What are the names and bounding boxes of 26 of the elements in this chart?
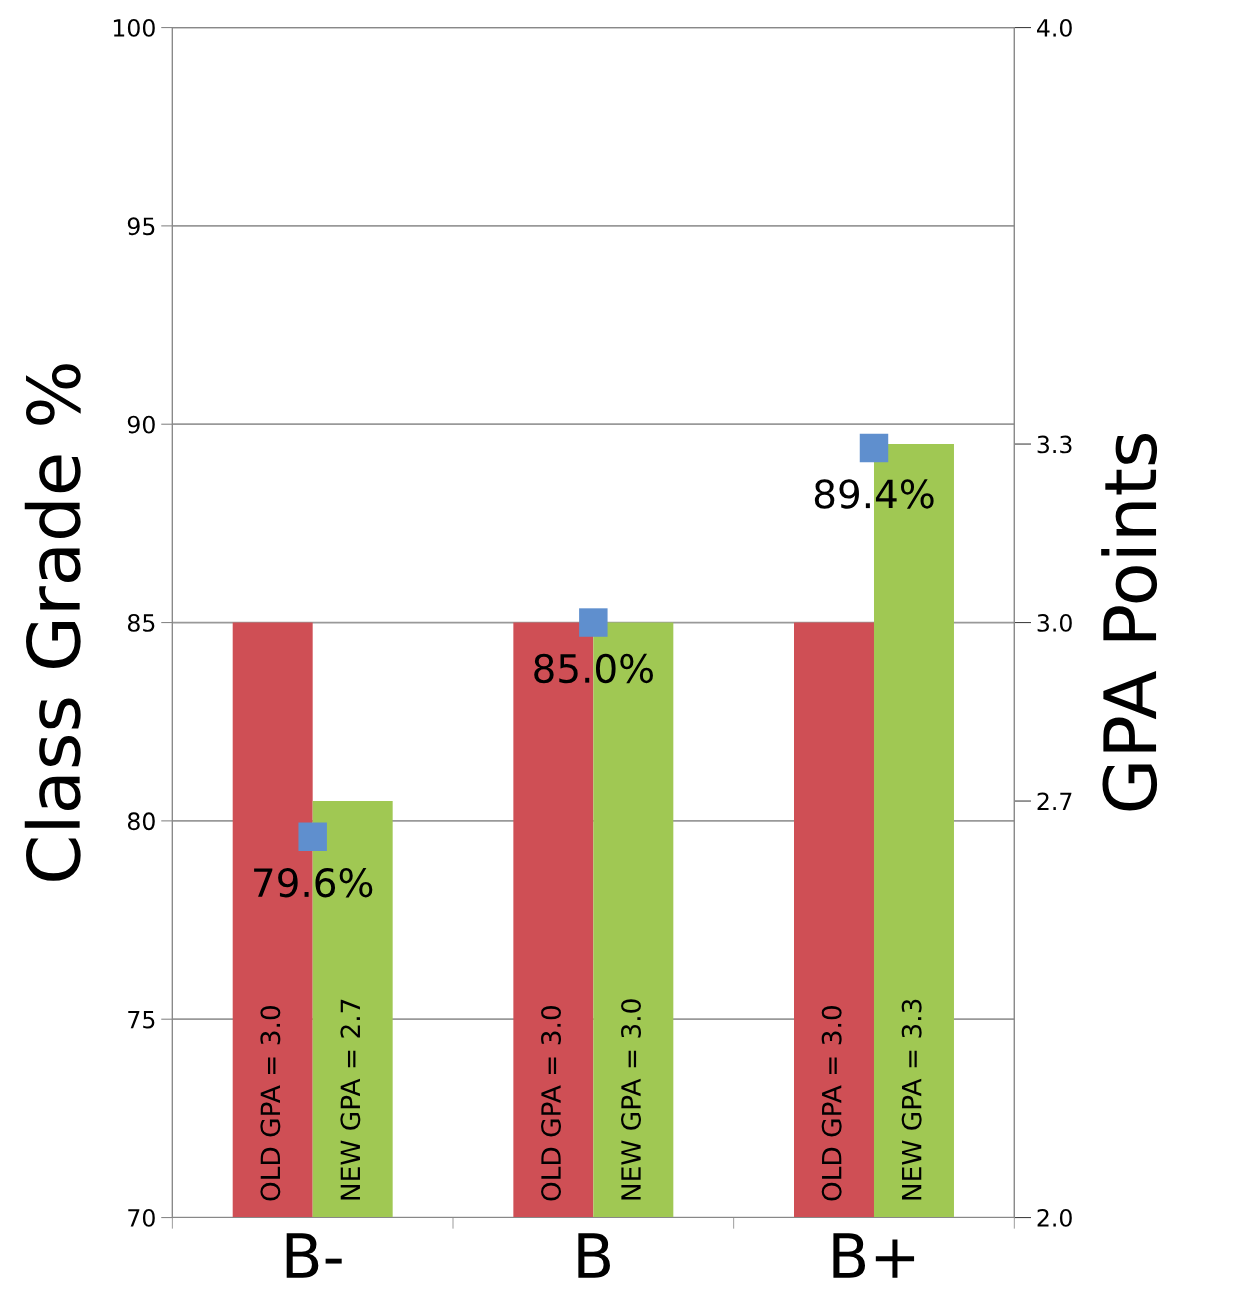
y2-tick-label: 3.0 [1037, 613, 1072, 632]
y-tick-label: 90 [127, 415, 155, 434]
y2-tick-label: 3.3 [1037, 435, 1072, 454]
point [579, 608, 608, 637]
y-tick-label: 85 [127, 613, 155, 632]
y-tick-label: 75 [128, 1010, 155, 1029]
y2-tick-label: 2.0 [1037, 1208, 1072, 1227]
data-label: NEW GPA = 3.0 [621, 999, 641, 1200]
data-label: OLD GPA = 3.0 [821, 1006, 842, 1201]
x-tick-label: B [578, 1233, 610, 1278]
y2-tick-label: 2.7 [1037, 792, 1072, 811]
y-axis-title: Class Grade % [24, 364, 81, 881]
data-label: OLD GPA = 3.0 [260, 1006, 281, 1201]
x-tick-label: B+ [833, 1233, 915, 1278]
y-tick-label: 100 [113, 19, 155, 37]
y2-axis-title: GPA Points [1101, 433, 1158, 811]
y-tick-label: 80 [127, 812, 155, 831]
point [859, 433, 889, 463]
y2-tick-label: 4.0 [1037, 19, 1072, 37]
y-tick-label: 95 [127, 217, 155, 236]
point [298, 822, 327, 851]
data-label: NEW GPA = 2.7 [340, 999, 361, 1200]
x-tick-label: B- [286, 1233, 342, 1278]
data-label: OLD GPA = 3.0 [541, 1006, 561, 1201]
data-label: NEW GPA = 3.3 [901, 999, 922, 1200]
y-tick-label: 70 [128, 1208, 155, 1227]
